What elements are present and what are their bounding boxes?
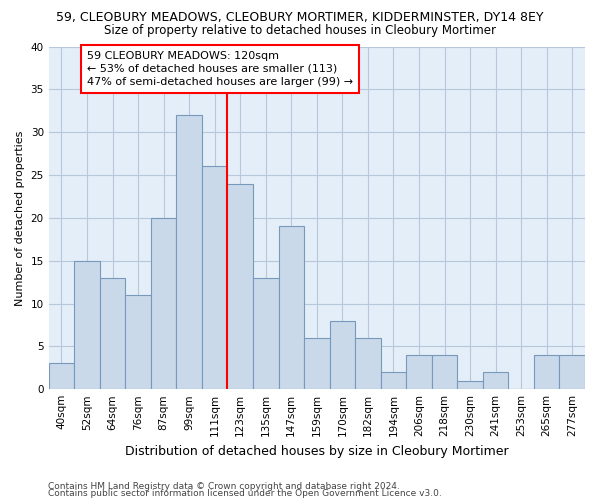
Bar bbox=[534, 355, 559, 389]
Bar bbox=[49, 364, 74, 389]
Bar bbox=[304, 338, 329, 389]
Bar bbox=[559, 355, 585, 389]
Bar bbox=[74, 260, 100, 389]
Bar bbox=[406, 355, 432, 389]
Text: Contains public sector information licensed under the Open Government Licence v3: Contains public sector information licen… bbox=[48, 489, 442, 498]
Bar bbox=[151, 218, 176, 389]
X-axis label: Distribution of detached houses by size in Cleobury Mortimer: Distribution of detached houses by size … bbox=[125, 444, 509, 458]
Bar bbox=[457, 380, 483, 389]
Y-axis label: Number of detached properties: Number of detached properties bbox=[15, 130, 25, 306]
Bar bbox=[329, 320, 355, 389]
Text: 59, CLEOBURY MEADOWS, CLEOBURY MORTIMER, KIDDERMINSTER, DY14 8EY: 59, CLEOBURY MEADOWS, CLEOBURY MORTIMER,… bbox=[56, 11, 544, 24]
Bar bbox=[278, 226, 304, 389]
Bar bbox=[227, 184, 253, 389]
Bar bbox=[380, 372, 406, 389]
Bar bbox=[432, 355, 457, 389]
Bar bbox=[202, 166, 227, 389]
Bar bbox=[176, 115, 202, 389]
Bar bbox=[355, 338, 380, 389]
Text: Contains HM Land Registry data © Crown copyright and database right 2024.: Contains HM Land Registry data © Crown c… bbox=[48, 482, 400, 491]
Bar bbox=[253, 278, 278, 389]
Text: Size of property relative to detached houses in Cleobury Mortimer: Size of property relative to detached ho… bbox=[104, 24, 496, 37]
Bar bbox=[100, 278, 125, 389]
Bar bbox=[125, 295, 151, 389]
Bar bbox=[483, 372, 508, 389]
Text: 59 CLEOBURY MEADOWS: 120sqm
← 53% of detached houses are smaller (113)
47% of se: 59 CLEOBURY MEADOWS: 120sqm ← 53% of det… bbox=[87, 51, 353, 87]
